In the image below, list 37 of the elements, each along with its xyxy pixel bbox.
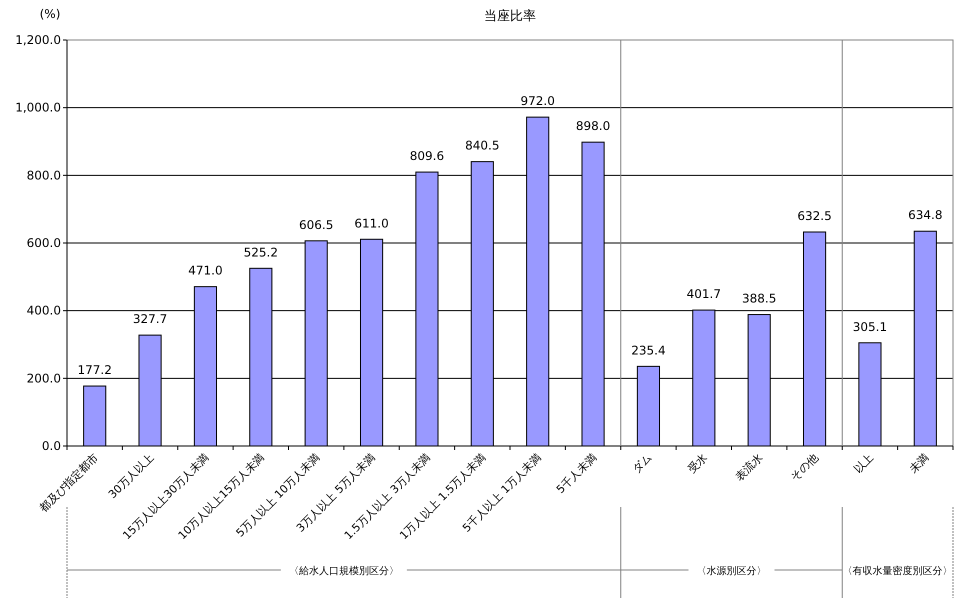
data-label: 525.2 <box>244 245 278 260</box>
data-label: 898.0 <box>576 119 610 134</box>
text: 〈給水人口規模別区分〉 <box>288 565 399 577</box>
data-label: 611.0 <box>354 216 389 230</box>
x-tick-label: ダム <box>630 450 655 476</box>
y-axis-title: (%) <box>40 7 60 21</box>
data-label: 388.5 <box>742 292 776 306</box>
x-tick-label: 以上 <box>851 450 876 476</box>
y-tick-label: 800.0 <box>26 168 61 182</box>
data-label: 235.4 <box>631 343 666 358</box>
x-tick-label: 受水 <box>685 450 710 476</box>
data-label: 305.1 <box>852 320 888 334</box>
text: 〈有収水量密度別区分〉 <box>842 565 953 577</box>
data-label: 401.7 <box>686 287 721 302</box>
x-tick-label: 都及び指定都市 <box>37 450 101 515</box>
text: 〈水源別区分〉 <box>696 565 766 577</box>
y-tick-label: 0.0 <box>42 439 61 453</box>
y-tick-label: 1,000.0 <box>15 100 61 115</box>
x-tick-label: 未満 <box>906 450 932 476</box>
data-label: 327.7 <box>132 312 168 326</box>
x-tick-label: 5千人未満 <box>554 450 600 496</box>
data-label: 632.5 <box>797 209 832 224</box>
x-tick-label: その他 <box>788 450 821 484</box>
data-label: 809.6 <box>410 149 444 164</box>
x-tick-label: 表流水 <box>732 450 766 484</box>
data-label: 177.2 <box>78 363 112 378</box>
x-tick-label: 30万人以上 <box>106 450 156 502</box>
y-tick-label: 400.0 <box>26 304 61 318</box>
y-tick-label: 600.0 <box>26 236 61 250</box>
data-label: 606.5 <box>299 218 334 232</box>
chart-title: 当座比率 <box>484 8 536 24</box>
data-label: 972.0 <box>520 94 555 108</box>
data-label: 634.8 <box>908 208 942 222</box>
y-tick-label: 1,200.0 <box>15 33 61 47</box>
y-tick-label: 200.0 <box>26 371 61 386</box>
data-label: 840.5 <box>465 138 500 153</box>
data-label: 471.0 <box>188 264 223 278</box>
